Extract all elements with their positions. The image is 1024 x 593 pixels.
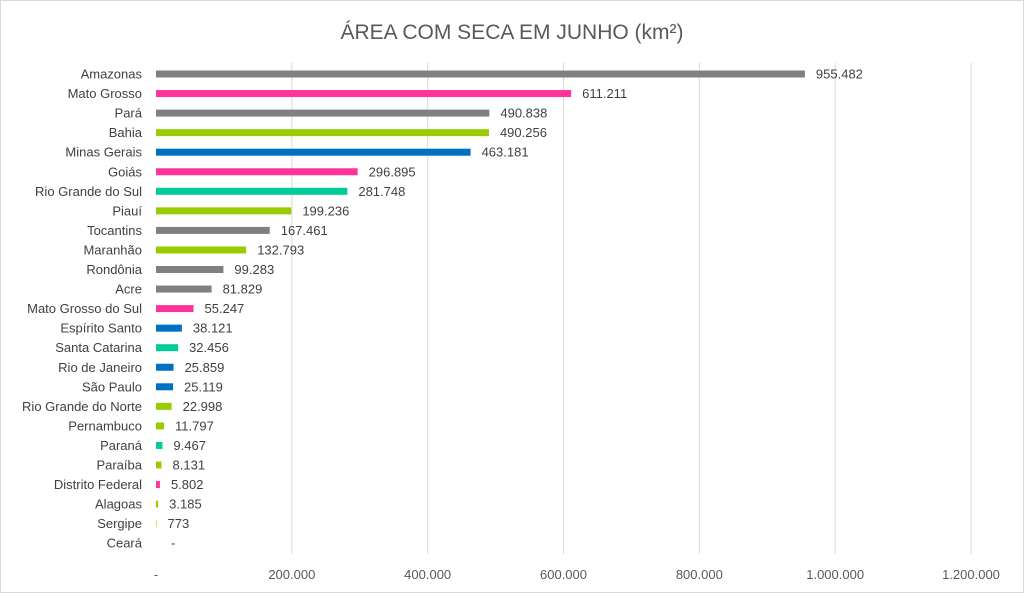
category-label: Santa Catarina (55, 340, 142, 355)
category-label: Rio de Janeiro (58, 360, 142, 375)
bar (156, 266, 224, 273)
category-label: Mato Grosso do Sul (27, 301, 142, 316)
bar (156, 226, 270, 234)
bar (156, 383, 174, 391)
x-tick-label: 400.000 (404, 567, 451, 582)
data-label: 81.829 (223, 282, 263, 297)
category-label: Acre (115, 282, 142, 297)
data-label: 281.748 (358, 184, 405, 199)
data-label: - (171, 536, 175, 551)
category-label: Piauí (112, 203, 142, 218)
category-label: Rondônia (86, 262, 142, 277)
category-label: Paraíba (96, 458, 142, 473)
bar (156, 441, 163, 449)
bar (156, 461, 162, 469)
category-label: Distrito Federal (54, 477, 142, 492)
data-label: 199.236 (302, 203, 349, 218)
bar (156, 344, 179, 352)
x-tick-label: 200.000 (268, 567, 315, 582)
bar (156, 109, 490, 117)
data-label: 296.895 (369, 164, 416, 179)
data-label: 463.181 (482, 145, 529, 160)
category-label: Mato Grosso (68, 86, 142, 101)
x-tick-label: 1.000.000 (806, 567, 864, 582)
bar (156, 70, 805, 78)
category-label: Rio Grande do Norte (22, 399, 142, 414)
data-label: 55.247 (205, 301, 245, 316)
data-label: 490.838 (500, 106, 547, 121)
category-label: Pará (115, 106, 143, 121)
category-labels: Amazonas Mato Grosso Pará Bahia Minas Gerais… (22, 67, 143, 551)
bar (156, 305, 194, 313)
gridlines (291, 63, 972, 554)
value-labels: 955.482 611.211 490.838 490.256 463.181 296.8… (168, 67, 863, 551)
category-label: Maranhão (83, 242, 142, 257)
data-label: 3.185 (169, 497, 202, 512)
data-label: 25.859 (185, 360, 225, 375)
data-label: 955.482 (816, 67, 863, 82)
bar (156, 520, 157, 528)
data-label: 132.793 (257, 242, 304, 257)
category-label: Ceará (107, 536, 143, 551)
data-label: 11.797 (175, 418, 214, 433)
bar (156, 168, 358, 176)
bar (156, 422, 165, 430)
x-tick-label: - (154, 567, 158, 582)
x-tick-label: 1.200.000 (942, 567, 1000, 582)
bar (156, 129, 489, 137)
category-label: Minas Gerais (65, 145, 142, 160)
bar (156, 363, 174, 371)
x-tick-label: 600.000 (540, 567, 587, 582)
data-label: 22.998 (183, 399, 223, 414)
category-label: Tocantins (87, 223, 142, 238)
bar (156, 187, 348, 195)
bar (156, 246, 247, 254)
category-label: São Paulo (82, 379, 142, 394)
category-label: Espírito Santo (60, 321, 142, 336)
bar (156, 148, 471, 156)
category-label: Pernambuco (68, 418, 142, 433)
data-label: 25.119 (184, 379, 223, 394)
data-label: 773 (168, 516, 190, 531)
data-label: 611.211 (582, 86, 627, 101)
data-label: 32.456 (189, 340, 229, 355)
data-label: 38.121 (193, 321, 233, 336)
chart-title: ÁREA COM SECA EM JUNHO (km²) (340, 21, 683, 44)
data-label: 9.467 (173, 438, 206, 453)
data-label: 167.461 (281, 223, 328, 238)
bar (156, 481, 160, 489)
x-axis-ticks: - 200.000 400.000 600.000 800.000 1.000.000 1.… (154, 567, 1000, 582)
category-label: Sergipe (97, 516, 142, 531)
bar (156, 402, 172, 410)
bar (156, 500, 159, 508)
category-label: Paraná (100, 438, 143, 453)
bar (156, 207, 292, 215)
data-label: 5.802 (171, 477, 204, 492)
data-label: 490.256 (500, 125, 547, 140)
category-label: Goiás (108, 164, 142, 179)
bar (156, 285, 212, 293)
category-label: Bahia (109, 125, 143, 140)
bars (156, 70, 805, 528)
category-label: Amazonas (81, 67, 143, 82)
bar (156, 324, 182, 332)
bar (156, 90, 572, 98)
x-tick-label: 800.000 (676, 567, 723, 582)
data-label: 8.131 (173, 458, 206, 473)
category-label: Rio Grande do Sul (35, 184, 142, 199)
data-label: 99.283 (234, 262, 274, 277)
category-label: Alagoas (95, 497, 142, 512)
